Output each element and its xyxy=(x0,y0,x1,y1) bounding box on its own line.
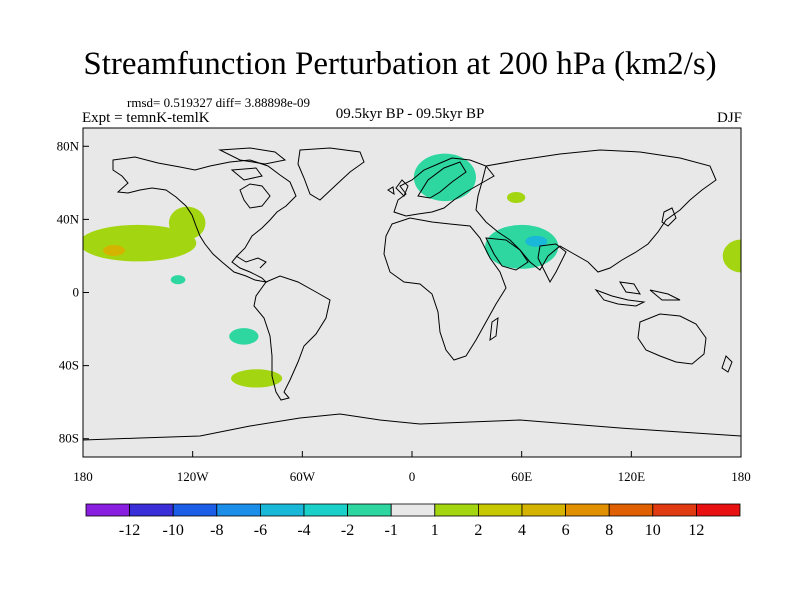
coast-uk xyxy=(387,179,409,197)
colorbar-swatch xyxy=(434,503,479,517)
colorbar-label: 12 xyxy=(688,522,704,539)
colorbar-swatch xyxy=(129,503,174,517)
map-background xyxy=(83,128,741,457)
colorbar-swatch xyxy=(347,503,392,517)
anomaly-north-pacific-core xyxy=(103,244,126,256)
lon-tick-label: 120E xyxy=(618,469,646,484)
colorbar-label: 2 xyxy=(474,522,482,539)
coast-asia xyxy=(475,149,717,273)
anomaly-north-america-west-positive xyxy=(168,206,206,240)
colorbar-swatch xyxy=(652,503,697,517)
coast-india xyxy=(537,243,567,284)
anomaly-west-pacific-positive xyxy=(722,239,741,273)
coast-north-america xyxy=(112,156,297,283)
anomaly-arabia-core xyxy=(525,235,548,247)
colorbar-label: -8 xyxy=(210,522,223,539)
colorbar-label: -4 xyxy=(297,522,310,539)
anomaly-south-pacific-negative xyxy=(229,328,259,345)
lon-tick-label: 60E xyxy=(511,469,532,484)
coast-indonesia xyxy=(594,281,681,307)
colorbar-label: -12 xyxy=(119,522,140,539)
colorbar-swatch xyxy=(390,503,436,517)
coast-arabia xyxy=(485,237,529,271)
lat-tick-label: 0 xyxy=(73,285,80,300)
season-label: DJF xyxy=(716,110,742,126)
coast-africa xyxy=(383,217,507,361)
anomaly-caspian-positive xyxy=(507,191,526,203)
anomaly-layer xyxy=(83,153,741,388)
colorbar-label: -1 xyxy=(385,522,398,539)
colorbar-label: 1 xyxy=(431,522,439,539)
coast-scandinavia xyxy=(417,161,467,199)
colorbar: -12 -10 -8 -6 -4 -2 -1 1 2 4 6 8 10 12 xyxy=(85,503,741,539)
coast-japan xyxy=(661,207,677,227)
coast-antarctica xyxy=(83,413,741,441)
colorbar-label: -2 xyxy=(341,522,354,539)
colorbar-label: 4 xyxy=(518,522,526,539)
anomaly-arabia-negative xyxy=(485,224,559,269)
lat-axis: 80N 40N 0 40S 80S xyxy=(57,138,89,446)
coast-greenland xyxy=(297,147,365,201)
colorbar-swatch xyxy=(259,503,305,517)
colorbar-swatch xyxy=(477,503,523,517)
coast-new-zealand xyxy=(721,355,733,373)
colorbar-label: -6 xyxy=(254,522,267,539)
colorbar-swatch xyxy=(565,503,610,517)
lon-tick-label: 60W xyxy=(290,469,316,484)
colorbar-swatch xyxy=(696,503,741,517)
anomaly-tropical-pacific-negative xyxy=(170,275,186,285)
lat-tick-label: 80S xyxy=(59,431,79,446)
coast-gulf xyxy=(235,255,267,269)
lat-tick-label: 80N xyxy=(57,138,80,153)
colorbar-swatch xyxy=(85,503,130,517)
colorbar-swatch xyxy=(172,503,218,517)
anomaly-scandinavia-negative xyxy=(413,153,476,202)
colorbar-swatch xyxy=(608,503,654,517)
lon-tick-label: 180 xyxy=(73,469,93,484)
anomaly-south-america-positive xyxy=(231,369,283,388)
coast-south-america xyxy=(253,275,331,401)
colorbar-swatch xyxy=(521,503,566,517)
experiment-label: Expt = temnK-temlK xyxy=(82,110,210,126)
lon-tick-label: 120W xyxy=(177,469,210,484)
coastline-layer xyxy=(83,147,741,441)
lat-tick-label: 40N xyxy=(57,211,80,226)
lon-tick-label: 180 xyxy=(731,469,751,484)
coast-arctic-islands xyxy=(218,147,287,181)
map-title: Streamfunction Perturbation at 200 hPa (… xyxy=(83,46,717,82)
colorbar-label: 8 xyxy=(605,522,613,539)
colorbar-label: 10 xyxy=(645,522,661,539)
period-label: 09.5kyr BP - 09.5kyr BP xyxy=(335,106,485,122)
coast-australia xyxy=(637,313,707,365)
colorbar-swatch xyxy=(216,503,261,517)
colorbar-label: 6 xyxy=(562,522,570,539)
coast-hudson xyxy=(239,183,271,209)
lat-tick-label: 40S xyxy=(59,358,79,373)
lon-axis: 180 120W 60W 0 60E 120E 180 xyxy=(73,451,751,484)
stats-text: rmsd= 0.519327 diff= 3.88898e-09 xyxy=(127,95,311,110)
colorbar-swatch xyxy=(303,503,348,517)
colorbar-label: -10 xyxy=(163,522,184,539)
lon-tick-label: 0 xyxy=(409,469,416,484)
coast-madagascar xyxy=(489,316,499,342)
